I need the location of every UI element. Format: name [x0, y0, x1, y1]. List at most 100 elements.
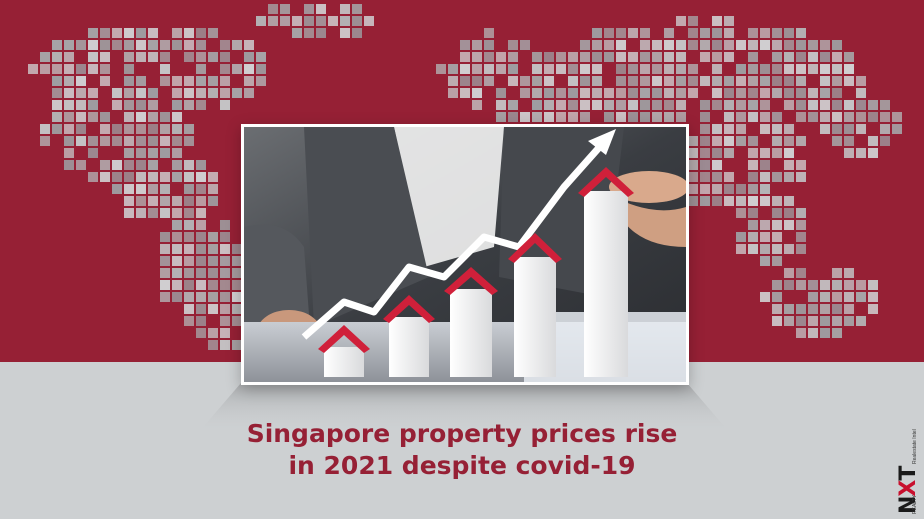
map-tile [232, 64, 242, 74]
map-tile [628, 28, 638, 38]
map-tile [184, 208, 194, 218]
map-tile [760, 40, 770, 50]
map-tile [508, 76, 518, 86]
map-tile [700, 40, 710, 50]
map-tile [688, 88, 698, 98]
map-tile [148, 40, 158, 50]
map-tile [772, 244, 782, 254]
map-tile [256, 16, 266, 26]
map-tile [796, 172, 806, 182]
map-tile [184, 52, 194, 62]
map-tile [160, 52, 170, 62]
map-tile [844, 136, 854, 146]
map-tile [748, 232, 758, 242]
map-tile [52, 52, 62, 62]
map-tile [52, 124, 62, 134]
map-tile [736, 100, 746, 110]
map-tile [232, 316, 242, 326]
map-tile [568, 64, 578, 74]
map-tile [724, 76, 734, 86]
map-tile [748, 244, 758, 254]
map-tile [664, 40, 674, 50]
map-tile [880, 136, 890, 146]
map-tile [304, 16, 314, 26]
map-tile [556, 64, 566, 74]
map-tile [196, 64, 206, 74]
map-tile [688, 172, 698, 182]
map-tile [748, 172, 758, 182]
map-tile [88, 40, 98, 50]
map-tile [724, 100, 734, 110]
map-tile [736, 76, 746, 86]
map-tile [592, 64, 602, 74]
map-tile [712, 148, 722, 158]
map-tile [112, 100, 122, 110]
map-tile [148, 196, 158, 206]
map-tile [136, 172, 146, 182]
logo-prefix: REALTY [912, 494, 918, 514]
map-tile [760, 172, 770, 182]
map-tile [832, 64, 842, 74]
map-tile [856, 292, 866, 302]
map-tile [220, 40, 230, 50]
map-tile [676, 64, 686, 74]
map-tile [196, 40, 206, 50]
map-tile [292, 16, 302, 26]
map-tile [724, 148, 734, 158]
map-tile [76, 100, 86, 110]
map-tile [136, 52, 146, 62]
map-tile [868, 304, 878, 314]
map-tile [244, 76, 254, 86]
map-tile [544, 88, 554, 98]
map-tile [484, 64, 494, 74]
map-tile [496, 64, 506, 74]
map-tile [616, 40, 626, 50]
map-tile [796, 328, 806, 338]
map-tile [688, 40, 698, 50]
map-tile [136, 124, 146, 134]
map-tile [568, 52, 578, 62]
map-tile [112, 160, 122, 170]
map-tile [160, 208, 170, 218]
map-tile [796, 100, 806, 110]
map-tile [76, 76, 86, 86]
map-tile [448, 64, 458, 74]
map-tile [796, 52, 806, 62]
map-tile [184, 256, 194, 266]
map-tile [820, 280, 830, 290]
map-tile [568, 76, 578, 86]
map-tile [808, 100, 818, 110]
map-tile [796, 160, 806, 170]
map-tile [664, 76, 674, 86]
map-tile [616, 76, 626, 86]
map-tile [604, 40, 614, 50]
map-tile [232, 244, 242, 254]
map-tile [304, 4, 314, 14]
map-tile [772, 196, 782, 206]
map-tile [160, 64, 170, 74]
map-tile [232, 40, 242, 50]
map-tile [784, 280, 794, 290]
map-tile [172, 28, 182, 38]
map-tile [184, 268, 194, 278]
map-tile [712, 124, 722, 134]
map-tile [100, 124, 110, 134]
map-tile [208, 76, 218, 86]
map-tile [148, 112, 158, 122]
map-tile [856, 316, 866, 326]
map-tile [124, 88, 134, 98]
map-tile [856, 148, 866, 158]
map-tile [628, 88, 638, 98]
map-tile [736, 184, 746, 194]
map-tile [820, 64, 830, 74]
map-tile [736, 64, 746, 74]
map-tile [124, 100, 134, 110]
map-tile [676, 88, 686, 98]
map-tile [856, 112, 866, 122]
map-tile [868, 148, 878, 158]
map-tile [184, 136, 194, 146]
map-tile [328, 16, 338, 26]
map-tile [652, 64, 662, 74]
map-tile [532, 112, 542, 122]
map-tile [796, 208, 806, 218]
